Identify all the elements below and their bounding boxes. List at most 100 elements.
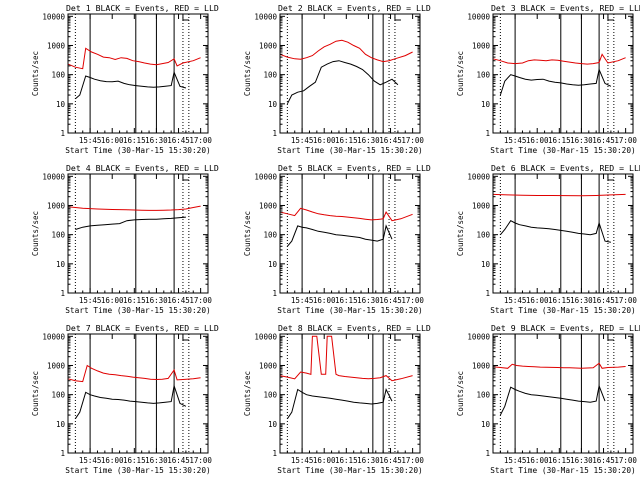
x-tick-label: 16:15: [123, 136, 146, 145]
lld-series-line: [279, 39, 413, 63]
x-tick-label: 17:00: [401, 296, 424, 305]
panel-title: Det 8 BLACK = Events, RED = LLD: [278, 323, 431, 333]
events-series-line: [286, 60, 399, 105]
y-tick-label: 10: [56, 100, 66, 109]
interval-bracket-mark: [394, 335, 401, 341]
y-tick-label: 10: [268, 100, 278, 109]
x-axis-title: Start Time (30-Mar-15 15:30:20): [490, 306, 636, 315]
x-tick-label: 16:45: [167, 456, 190, 465]
detector-panel-3: Det 3 BLACK = Events, RED = LLD 1 10 100 100…: [456, 3, 640, 155]
plot-frame: [492, 333, 634, 454]
x-tick-label: 16:15: [335, 136, 358, 145]
y-tick-label: 100: [263, 71, 277, 80]
x-tick-label: 16:30: [357, 296, 380, 305]
y-tick-label: 1000: [47, 41, 66, 50]
x-tick-label: 16:00: [313, 136, 336, 145]
lld-series-line: [67, 364, 201, 383]
x-tick-label: 17:00: [189, 296, 212, 305]
detector-panel-1: Det 1 BLACK = Events, RED = LLD 1 10 100 100…: [31, 3, 219, 155]
y-axis-title: Counts/sec: [31, 211, 40, 256]
x-tick-label: 16:30: [357, 456, 380, 465]
plot-frame: [67, 13, 209, 134]
panel-title: Det 1 BLACK = Events, RED = LLD: [66, 3, 219, 13]
events-series-line: [499, 384, 606, 416]
x-tick-label: 17:00: [401, 456, 424, 465]
y-tick-label: 1000: [47, 201, 66, 210]
x-tick-label: 15:45: [291, 296, 314, 305]
x-tick-label: 16:15: [123, 456, 146, 465]
y-tick-label: 1000: [472, 361, 491, 370]
x-tick-label: 16:15: [548, 456, 571, 465]
y-axis-title: Counts/sec: [456, 51, 465, 96]
y-tick-label: 1: [60, 449, 65, 458]
lld-series-line: [67, 205, 201, 211]
x-axis-title: Start Time (30-Mar-15 15:30:20): [65, 146, 211, 155]
y-tick-label: 1: [272, 449, 277, 458]
detector-panel-9: Det 9 BLACK = Events, RED = LLD 1 10 100 100…: [456, 323, 640, 475]
x-tick-label: 16:45: [592, 456, 615, 465]
x-tick-label: 16:00: [101, 136, 124, 145]
x-axis-title: Start Time (30-Mar-15 15:30:20): [490, 466, 636, 475]
x-tick-label: 17:00: [614, 456, 637, 465]
y-tick-label: 1: [60, 289, 65, 298]
events-series-line: [75, 70, 187, 100]
panel-title: Det 3 BLACK = Events, RED = LLD: [491, 3, 640, 13]
x-tick-label: 16:45: [379, 296, 402, 305]
x-tick-label: 16:45: [167, 296, 190, 305]
x-tick-label: 17:00: [401, 136, 424, 145]
lld-series-line: [492, 193, 626, 197]
interval-bracket-mark: [607, 15, 614, 21]
x-tick-label: 17:00: [614, 296, 637, 305]
x-tick-label: 17:00: [614, 136, 637, 145]
x-tick-label: 16:15: [335, 296, 358, 305]
y-tick-label: 1000: [472, 41, 491, 50]
y-axis-title: Counts/sec: [456, 371, 465, 416]
interval-bracket-mark: [182, 15, 189, 21]
y-tick-label: 10000: [467, 172, 490, 181]
plot-frame: [279, 13, 421, 134]
y-axis-title: Counts/sec: [456, 211, 465, 256]
y-tick-label: 1000: [259, 201, 278, 210]
y-tick-label: 10: [481, 420, 491, 429]
x-axis-title: Start Time (30-Mar-15 15:30:20): [490, 146, 636, 155]
y-tick-label: 10: [268, 260, 278, 269]
y-tick-label: 1: [485, 289, 490, 298]
y-tick-label: 1: [485, 129, 490, 138]
panel-title: Det 7 BLACK = Events, RED = LLD: [66, 323, 219, 333]
detector-panel-7: Det 7 BLACK = Events, RED = LLD 1 10 100 100…: [31, 323, 219, 475]
panel-title: Det 4 BLACK = Events, RED = LLD: [66, 163, 219, 173]
events-series-line: [75, 216, 186, 230]
lld-series-line: [67, 47, 201, 70]
x-axis-title: Start Time (30-Mar-15 15:30:20): [277, 466, 423, 475]
y-tick-label: 100: [476, 391, 490, 400]
x-tick-label: 16:45: [592, 296, 615, 305]
x-axis-title: Start Time (30-Mar-15 15:30:20): [65, 466, 211, 475]
y-tick-label: 100: [263, 391, 277, 400]
y-tick-label: 10000: [254, 332, 277, 341]
y-tick-label: 1: [485, 449, 490, 458]
x-axis-title: Start Time (30-Mar-15 15:30:20): [65, 306, 211, 315]
panel-title: Det 2 BLACK = Events, RED = LLD: [278, 3, 431, 13]
x-tick-label: 16:45: [379, 456, 402, 465]
plot-frame: [492, 13, 634, 134]
y-axis-title: Counts/sec: [243, 211, 252, 256]
x-tick-label: 16:30: [570, 456, 593, 465]
y-tick-label: 10: [56, 260, 66, 269]
interval-bracket-mark: [182, 335, 189, 341]
y-tick-label: 1: [272, 289, 277, 298]
y-tick-label: 1: [272, 129, 277, 138]
y-tick-label: 100: [476, 231, 490, 240]
events-series-line: [500, 220, 611, 243]
y-axis-title: Counts/sec: [31, 371, 40, 416]
y-tick-label: 10000: [42, 332, 65, 341]
x-tick-label: 15:45: [79, 456, 102, 465]
x-tick-label: 15:45: [291, 456, 314, 465]
x-tick-label: 16:30: [570, 136, 593, 145]
y-tick-label: 10: [56, 420, 66, 429]
x-tick-label: 16:30: [145, 456, 168, 465]
y-tick-label: 10: [481, 260, 491, 269]
detector-panel-2: Det 2 BLACK = Events, RED = LLD 1 10 100 100…: [243, 3, 431, 155]
lld-series-line: [279, 335, 413, 382]
x-tick-label: 16:00: [526, 456, 549, 465]
plot-frame: [67, 333, 209, 454]
